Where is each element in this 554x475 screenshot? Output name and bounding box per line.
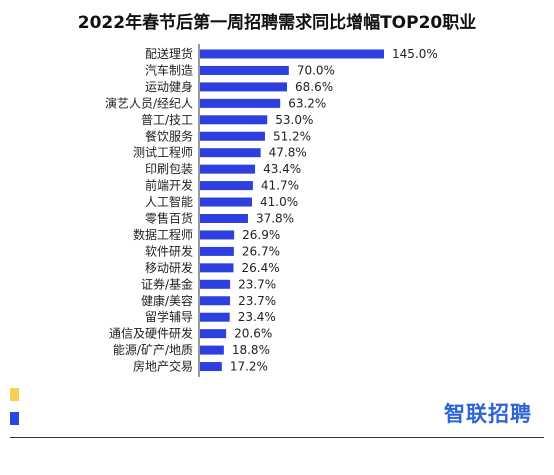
bar [200, 131, 265, 141]
value-label: 145.0% [392, 47, 438, 61]
category-label: 健康/美容 [141, 293, 193, 308]
category-label: 软件研发 [145, 243, 193, 258]
category-label: 留学辅导 [145, 309, 193, 324]
value-label: 26.9% [242, 228, 280, 242]
category-label: 汽车制造 [145, 62, 193, 77]
value-label: 20.6% [234, 327, 272, 341]
value-label: 26.4% [241, 261, 279, 275]
bar [200, 115, 268, 125]
bar [200, 148, 261, 158]
yellow-accent-marker [10, 388, 19, 401]
category-label: 通信及硬件研发 [109, 326, 193, 341]
value-label: 41.0% [260, 195, 298, 209]
bar [200, 246, 234, 256]
value-label: 37.8% [256, 212, 294, 226]
category-label: 房地产交易 [133, 359, 193, 374]
bar [200, 312, 230, 322]
value-label: 63.2% [288, 96, 326, 110]
category-label: 证券/基金 [141, 276, 193, 291]
value-label: 41.7% [261, 179, 299, 193]
category-label: 零售百货 [145, 211, 193, 226]
bar [200, 362, 222, 372]
bar [200, 345, 224, 355]
value-label: 70.0% [297, 63, 335, 77]
bar [200, 82, 288, 92]
category-label: 配送理货 [145, 46, 193, 61]
bar [200, 230, 235, 240]
value-label: 51.2% [273, 129, 311, 143]
bottom-divider [10, 437, 544, 438]
value-label: 23.4% [238, 310, 276, 324]
bar [200, 263, 234, 273]
value-label: 47.8% [269, 146, 307, 160]
category-label: 餐饮服务 [145, 128, 193, 143]
value-label: 17.2% [230, 360, 268, 374]
value-label: 18.8% [232, 343, 270, 357]
category-label: 移动研发 [145, 260, 193, 275]
category-label: 普工/技工 [141, 113, 193, 127]
value-label: 26.7% [242, 244, 280, 258]
bar [200, 98, 281, 108]
category-label: 演艺人员/经纪人 [105, 95, 193, 110]
bar [200, 296, 231, 306]
bar [200, 197, 253, 207]
bar [200, 329, 227, 339]
value-label: 53.0% [275, 113, 313, 127]
category-label: 印刷包装 [145, 162, 193, 176]
value-label: 68.6% [295, 80, 333, 94]
value-label: 23.7% [238, 277, 276, 291]
value-label: 43.4% [263, 162, 301, 176]
bar-group: 配送理货 145.0% 汽车制造 70.0% 运动健身 68.6% 演艺人员/经纪人 63.2… [105, 46, 438, 374]
bar [200, 181, 253, 191]
category-label: 人工智能 [145, 194, 193, 209]
bar [200, 49, 384, 59]
category-label: 前端开发 [145, 178, 193, 193]
bar [200, 279, 231, 289]
bar [200, 65, 289, 75]
bar [200, 214, 248, 223]
category-label: 运动健身 [145, 79, 193, 94]
category-label: 测试工程师 [133, 145, 193, 160]
zhaopin-logo: 智联招聘 [444, 402, 532, 426]
category-label: 能源/矿产/地质 [113, 343, 193, 357]
category-label: 数据工程师 [133, 227, 193, 242]
value-label: 23.7% [238, 294, 276, 308]
blue-accent-marker [10, 412, 19, 425]
bar [200, 164, 256, 174]
chart-title: 2022年春节后第一周招聘需求同比增幅TOP20职业 [77, 13, 477, 33]
